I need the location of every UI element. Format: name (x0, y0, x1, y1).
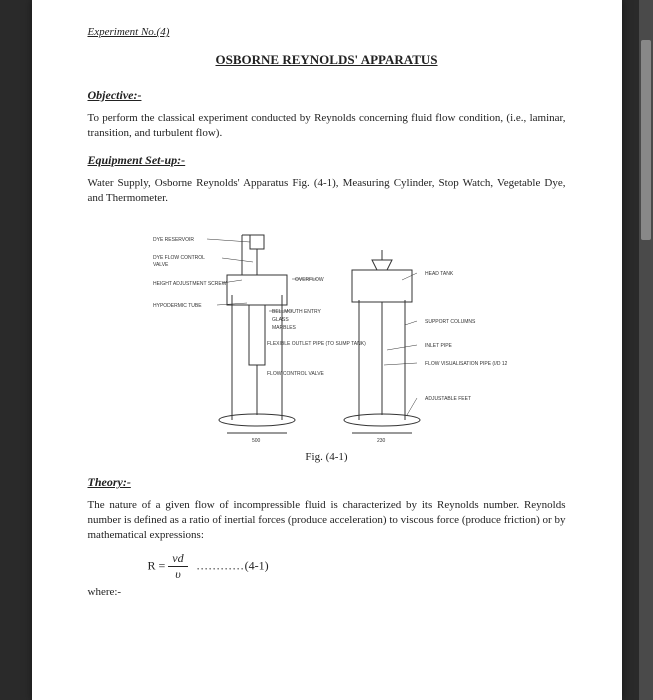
objective-heading: Objective:- (88, 88, 566, 103)
label-flexible: FLEXIBLE OUTLET PIPE (TO SUMP TANK) (267, 341, 366, 347)
label-overflow: OVERFLOW (295, 277, 324, 283)
label-dye-flow-control: DYE FLOW CONTROL (153, 255, 205, 261)
document-page: Experiment No.(4) OSBORNE REYNOLDS' APPA… (32, 0, 622, 700)
formula-dots: ............ (197, 558, 245, 572)
label-height-screw: HEIGHT ADJUSTMENT SCREW (153, 281, 227, 287)
document-title: OSBORNE REYNOLDS' APPARATUS (88, 52, 566, 68)
label-inlet-pipe: INLET PIPE (425, 343, 453, 349)
label-dim-right: 230 (377, 438, 386, 444)
scrollbar[interactable] (639, 0, 653, 700)
formula-lhs: R = (148, 558, 166, 572)
reynolds-formula: R = vd υ ............(4-1) (148, 551, 566, 582)
label-head-tank: HEAD TANK (425, 271, 454, 277)
label-adj-feet: ADJUSTABLE FEET (425, 396, 471, 402)
formula-denominator: υ (168, 567, 187, 582)
experiment-number: Experiment No.(4) (88, 26, 566, 38)
objective-body: To perform the classical experiment cond… (88, 111, 566, 141)
label-bellmouth: BELLMOUTH ENTRY (272, 309, 321, 315)
label-hypodermic-tube: HYPODERMIC TUBE (153, 303, 202, 309)
label-marbles: MARBLES (272, 325, 297, 331)
formula-eqno: (4-1) (245, 558, 269, 572)
equipment-body: Water Supply, Osborne Reynolds' Apparatu… (88, 176, 566, 206)
label-flow-vis: FLOW VISUALISATION PIPE (I/D 12 mm) (425, 361, 507, 367)
theory-heading: Theory:- (88, 475, 566, 490)
label-valve: VALVE (153, 262, 169, 268)
label-flow-ctrl: FLOW CONTROL VALVE (267, 371, 325, 377)
formula-fraction: vd υ (168, 551, 187, 582)
theory-body: The nature of a given flow of incompress… (88, 498, 566, 543)
label-dye-reservoir: DYE RESERVOIR (153, 237, 194, 243)
formula-numerator: vd (168, 551, 187, 567)
label-glass: GLASS (272, 317, 289, 323)
figure-caption: Fig. (4-1) (88, 451, 566, 463)
scroll-thumb[interactable] (641, 40, 651, 240)
label-support-col: SUPPORT COLUMNS (425, 319, 476, 325)
equipment-heading: Equipment Set-up:- (88, 153, 566, 168)
where-label: where:- (88, 586, 566, 598)
apparatus-figure: DYE RESERVOIR DYE FLOW CONTROL VALVE HEI… (147, 215, 507, 445)
label-dim-left: 500 (252, 438, 261, 444)
